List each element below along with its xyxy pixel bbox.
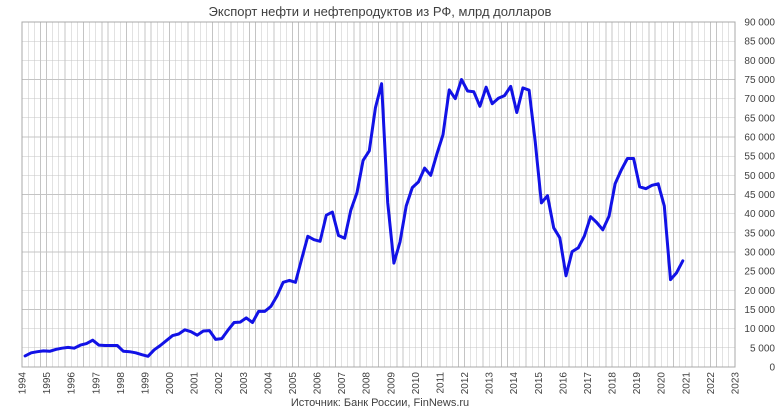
y-tick-label: 15 000 (744, 305, 775, 316)
x-tick-label: 2007 (337, 372, 348, 395)
x-tick-label: 1998 (116, 372, 127, 395)
y-tick-label: 20 000 (744, 286, 775, 297)
x-tick-label: 2003 (239, 372, 250, 395)
y-tick-label: 75 000 (744, 75, 775, 86)
x-tick-label: 2017 (583, 372, 594, 395)
x-tick-label: 2016 (558, 372, 569, 395)
plot-area (21, 21, 736, 368)
y-tick-label: 40 000 (744, 209, 775, 220)
x-tick-label: 2010 (411, 372, 422, 395)
x-axis: 1994 1995 1996 1997 1998 1999 2000 2001 2002 2003… (18, 372, 742, 395)
y-tick-label: 80 000 (744, 56, 775, 67)
source-note: Источник: Банк России, FinNews.ru (291, 397, 469, 409)
y-tick-label: 70 000 (744, 94, 775, 105)
x-tick-label: 2022 (706, 372, 717, 395)
y-tick-label: 45 000 (744, 190, 775, 201)
x-tick-label: 2019 (632, 372, 643, 395)
x-tick-label: 2023 (731, 372, 742, 395)
x-tick-label: 1996 (67, 372, 78, 395)
x-tick-label: 2006 (313, 372, 324, 395)
x-tick-label: 2018 (608, 372, 619, 395)
x-tick-label: 2008 (362, 372, 373, 395)
y-tick-label: 85 000 (744, 37, 775, 48)
x-tick-label: 1997 (91, 372, 102, 395)
series-line-0 (23, 78, 685, 358)
series-layer (23, 78, 685, 358)
chart-title: Экспорт нефти и нефтепродуктов из РФ, мл… (209, 4, 552, 19)
x-tick-label: 2020 (657, 372, 668, 395)
x-tick-label: 2013 (485, 372, 496, 395)
x-tick-label: 2011 (435, 372, 446, 394)
y-tick-label: 50 000 (744, 171, 775, 182)
y-tick-label: 5 000 (750, 343, 775, 354)
y-tick-label: 25 000 (744, 267, 775, 278)
y-tick-label: 35 000 (744, 228, 775, 239)
x-tick-label: 2015 (534, 372, 545, 395)
y-tick-label: 60 000 (744, 133, 775, 144)
x-tick-label: 2001 (190, 372, 201, 395)
y-axis: 0 5 000 10 000 15 000 20 000 25 000 30 000 35 0… (744, 18, 775, 374)
y-tick-label: 55 000 (744, 152, 775, 163)
x-tick-label: 2000 (165, 372, 176, 395)
x-tick-label: 2014 (509, 372, 520, 395)
x-tick-label: 1995 (42, 372, 53, 395)
y-tick-label: 0 (769, 363, 775, 374)
x-tick-label: 2004 (263, 372, 274, 395)
x-tick-label: 2009 (386, 372, 397, 395)
x-tick-label: 2021 (681, 372, 692, 395)
y-tick-label: 30 000 (744, 248, 775, 259)
x-tick-label: 2012 (460, 372, 471, 395)
x-tick-label: 1994 (18, 372, 29, 395)
grid (21, 21, 736, 368)
y-tick-label: 65 000 (744, 113, 775, 124)
x-tick-label: 2002 (214, 372, 225, 395)
x-tick-label: 1999 (140, 372, 151, 395)
y-tick-label: 10 000 (744, 324, 775, 335)
y-tick-label: 90 000 (744, 18, 775, 29)
x-tick-label: 2005 (288, 372, 299, 395)
